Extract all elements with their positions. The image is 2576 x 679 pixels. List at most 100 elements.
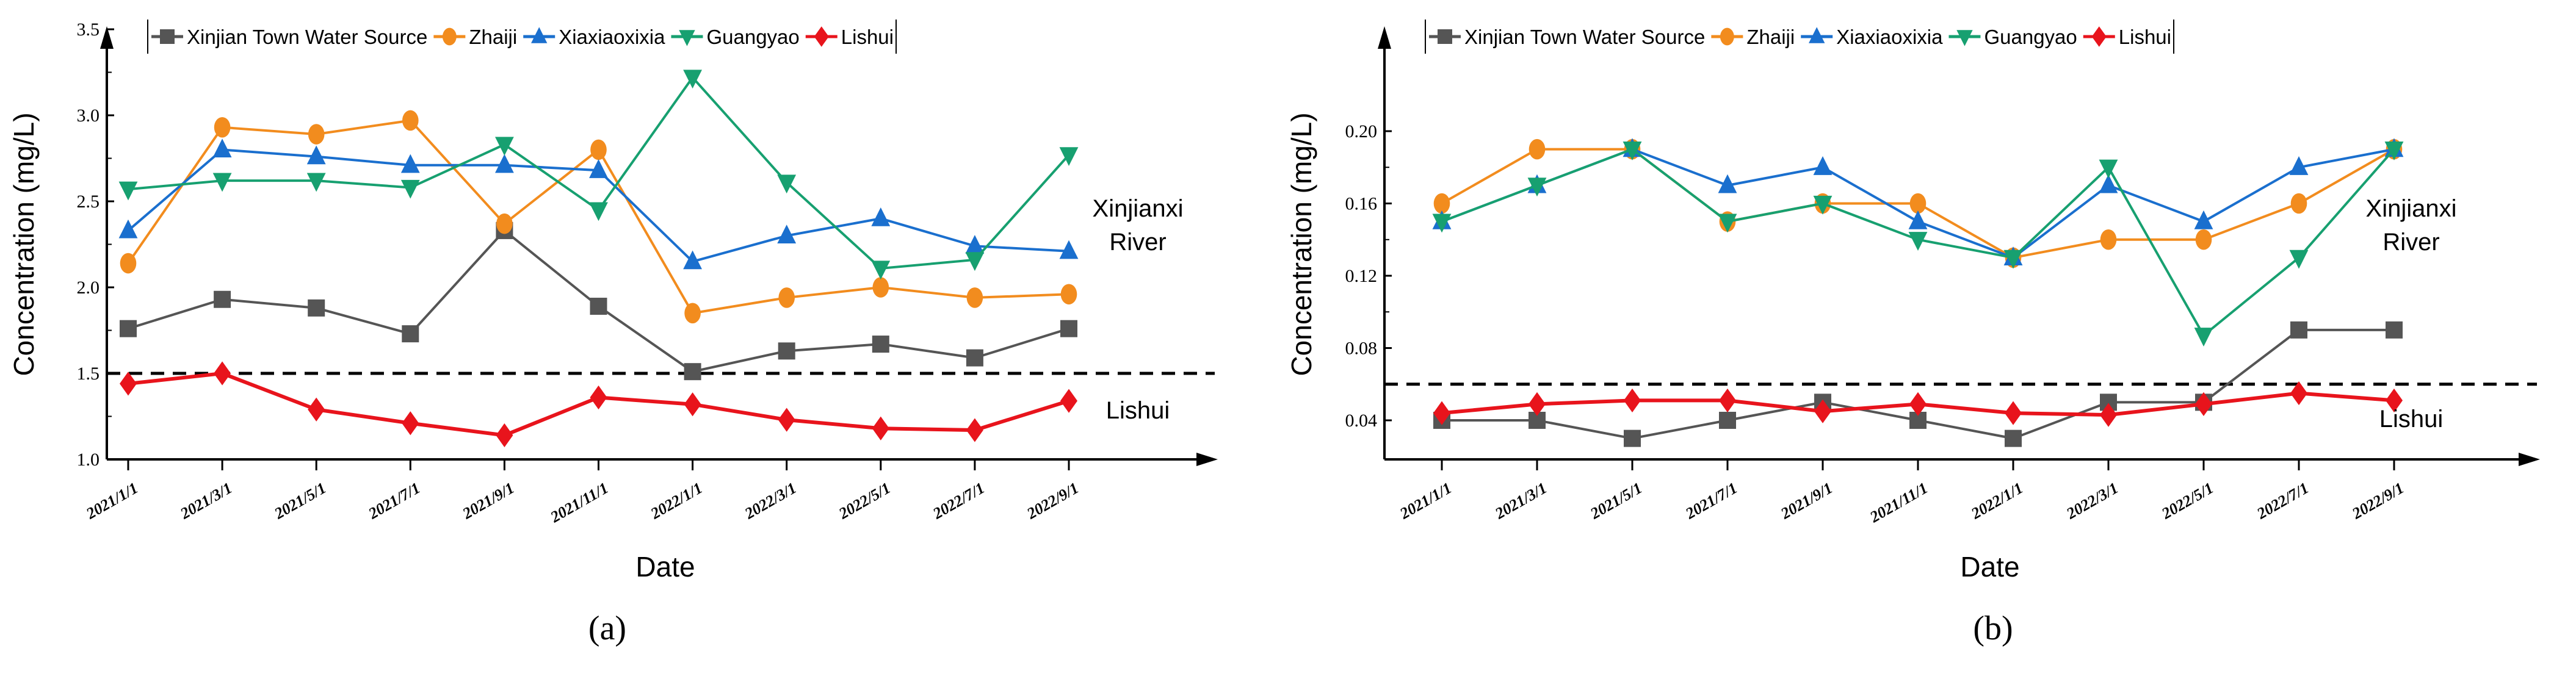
triangle-down-marker xyxy=(118,181,138,201)
circle-marker xyxy=(120,253,137,274)
x-tick-label: 2021/9/1 xyxy=(459,479,517,523)
x-tick-label: 2022/3/1 xyxy=(2063,479,2121,523)
circle-marker xyxy=(214,117,231,138)
triangle-down-marker xyxy=(1059,147,1079,167)
x-axis-arrow-icon xyxy=(2519,453,2540,466)
circle-marker xyxy=(1060,284,1077,305)
y-tick-label: 1.0 xyxy=(77,450,100,470)
panel-label: (a) xyxy=(588,609,626,647)
legend-label: Lishui xyxy=(2119,26,2171,48)
x-tick-label: 2021/5/1 xyxy=(1587,479,1645,523)
circle-marker xyxy=(684,303,701,324)
circle-marker xyxy=(402,110,419,131)
legend-label: Xinjian Town Water Source xyxy=(187,26,427,48)
y-tick-label: 3.5 xyxy=(77,20,100,40)
triangle-up-marker xyxy=(400,154,420,173)
circle-marker xyxy=(308,124,325,145)
series-xinjian-town-water-source xyxy=(1433,321,2403,447)
diamond-marker xyxy=(214,361,231,386)
diamond-marker xyxy=(2290,381,2307,406)
diamond-marker xyxy=(2005,401,2022,425)
triangle-up-marker xyxy=(871,207,891,226)
square-marker xyxy=(308,299,325,317)
legend-label: Zhaiji xyxy=(1746,26,1795,48)
y-tick-label: 0.12 xyxy=(1345,266,1378,286)
triangle-up-marker xyxy=(212,138,232,157)
circle-marker xyxy=(496,213,513,234)
square-marker xyxy=(1719,412,1736,429)
triangle-down-marker xyxy=(1813,195,1833,215)
y-tick-label: 0.16 xyxy=(1345,194,1378,214)
triangle-up-marker xyxy=(1718,174,1737,193)
circle-marker xyxy=(1433,193,1450,214)
diamond-marker xyxy=(496,423,513,448)
y-axis-label: Concentration (mg/L) xyxy=(8,112,40,376)
annotation-river: River xyxy=(2382,229,2439,256)
square-marker xyxy=(1438,29,1452,44)
y-axis-label: Concentration (mg/L) xyxy=(1286,112,1317,376)
legend-label: Xiaxiaoxixia xyxy=(559,26,665,48)
series-xiaxiaoxixia xyxy=(118,138,1079,270)
diamond-marker xyxy=(684,392,701,417)
diamond-marker xyxy=(1909,392,1927,416)
series-zhaiji xyxy=(120,110,1077,324)
triangle-up-marker xyxy=(2099,174,2118,193)
triangle-down-marker xyxy=(589,202,608,221)
circle-marker xyxy=(778,287,795,308)
diamond-marker xyxy=(590,385,607,410)
diamond-marker xyxy=(1433,401,1450,425)
circle-marker xyxy=(872,277,889,298)
legend-label: Guangyao xyxy=(706,26,799,48)
diamond-marker xyxy=(778,408,795,432)
triangle-down-marker xyxy=(2289,250,2309,269)
annotation-river: Xinjianxi xyxy=(2366,195,2457,222)
series-xinjian-town-water-source xyxy=(120,221,1077,381)
x-tick-label: 2022/5/1 xyxy=(835,479,893,523)
x-tick-label: 2021/5/1 xyxy=(271,479,329,523)
x-axis-label: Date xyxy=(1960,551,2019,583)
chart-panel-b: 0.04 0.08 0.12 0.16 0.20 2021/1/1 2021/3/1 2021… xyxy=(1286,20,2540,647)
triangle-down-marker xyxy=(679,30,695,46)
series-lishui xyxy=(1433,381,2403,427)
square-marker xyxy=(2290,321,2307,339)
legend: Xinjian Town Water Source Zhaiji Xiaxiaoxi… xyxy=(1425,20,2174,54)
legend-label: Zhaiji xyxy=(469,26,517,48)
annotation-lishui: Lishui xyxy=(2379,406,2444,433)
triangle-down-marker xyxy=(1956,30,1973,46)
triangle-up-marker xyxy=(777,225,797,243)
triangle-up-marker xyxy=(1813,156,1833,175)
x-tick-label: 2021/3/1 xyxy=(177,479,235,523)
x-tick-label: 2021/11/1 xyxy=(547,479,611,526)
triangle-down-marker xyxy=(2194,328,2213,347)
legend-label: Xinjian Town Water Source xyxy=(1464,26,1705,48)
x-tick-label: 2022/1/1 xyxy=(647,479,705,523)
y-tick-label: 3.0 xyxy=(77,106,100,126)
square-marker xyxy=(1060,320,1077,337)
x-tick-label: 2021/11/1 xyxy=(1867,479,1931,526)
circle-marker xyxy=(2100,229,2117,250)
circle-marker xyxy=(442,27,457,46)
triangle-up-marker xyxy=(118,219,138,239)
diamond-marker xyxy=(1624,388,1641,413)
legend-label: Xiaxiaoxixia xyxy=(1836,26,1943,48)
square-marker xyxy=(160,29,175,44)
y-axis-arrow-icon xyxy=(1378,26,1391,49)
series-guangyao xyxy=(1432,142,2404,347)
triangle-down-marker xyxy=(1527,178,1547,197)
triangle-up-marker xyxy=(531,27,548,43)
annotation-river: Xinjianxi xyxy=(1093,195,1184,222)
y-tick-label: 1.5 xyxy=(77,364,100,384)
circle-marker xyxy=(2195,229,2212,250)
triangle-down-marker xyxy=(306,173,326,192)
square-marker xyxy=(214,290,231,308)
x-tick-label: 2021/9/1 xyxy=(1778,479,1836,523)
annotation-river: River xyxy=(1109,229,1166,256)
chart-panel-a: 1.0 1.5 2.0 2.5 3.0 3.5 2021/1/1 2021/3/1 2021/5… xyxy=(8,20,1218,647)
diamond-marker xyxy=(1814,399,1831,423)
x-tick-label: 2021/1/1 xyxy=(1397,479,1455,523)
diamond-marker xyxy=(2386,388,2403,413)
legend: Xinjian Town Water Source Zhaiji Xiaxiaoxi… xyxy=(147,20,897,54)
diamond-marker xyxy=(2195,392,2212,416)
square-marker xyxy=(966,349,983,367)
